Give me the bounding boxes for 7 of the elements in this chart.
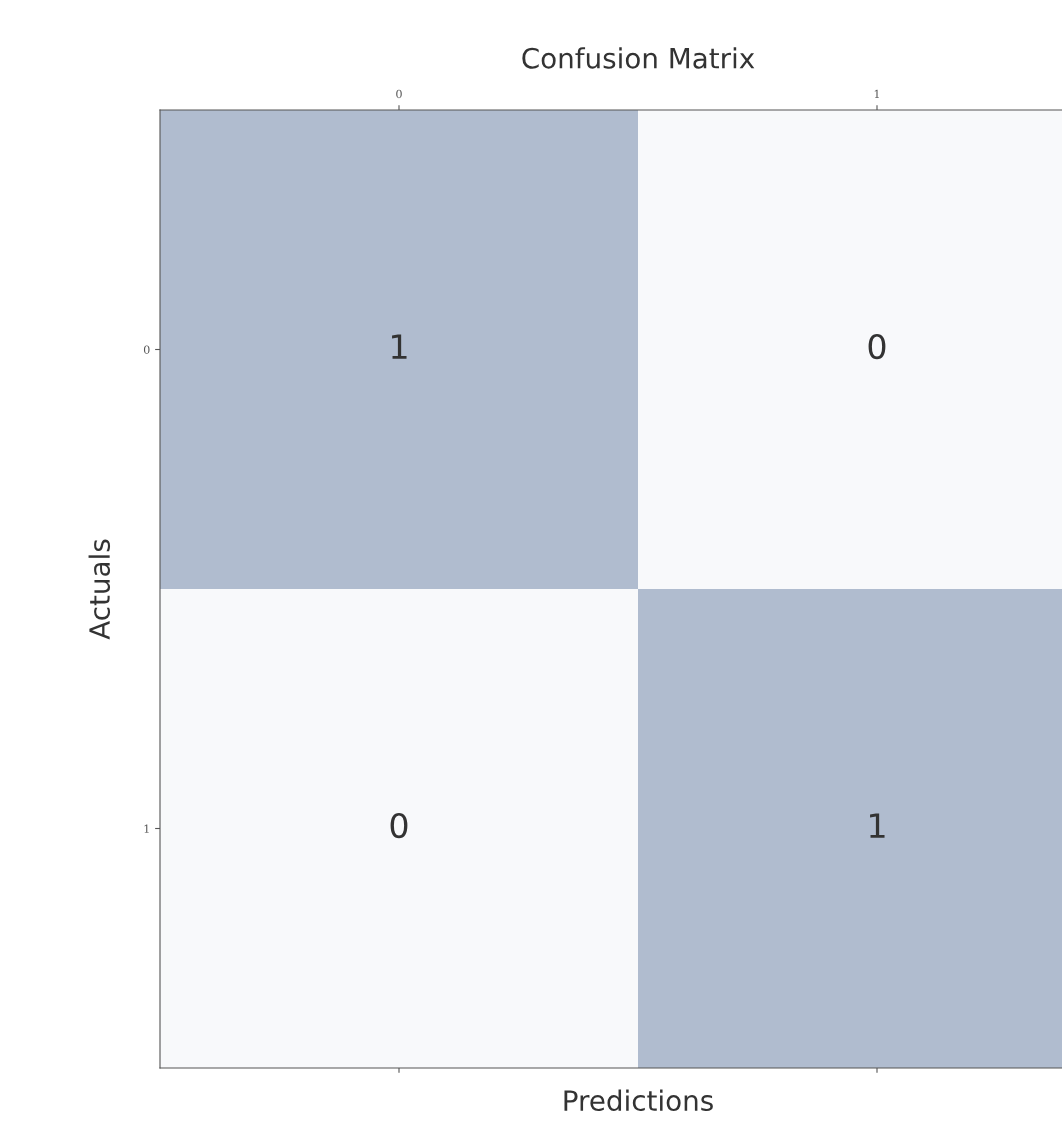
data-label: 1	[392, 334, 407, 359]
data-label: 1	[870, 813, 885, 838]
chart-title: Confusion Matrix	[522, 47, 755, 69]
x-axis-title: Predictions	[564, 1089, 713, 1112]
y-axis-title: Actuals	[88, 539, 111, 640]
data-label: 0	[390, 812, 408, 839]
data-label: 0	[868, 333, 886, 360]
